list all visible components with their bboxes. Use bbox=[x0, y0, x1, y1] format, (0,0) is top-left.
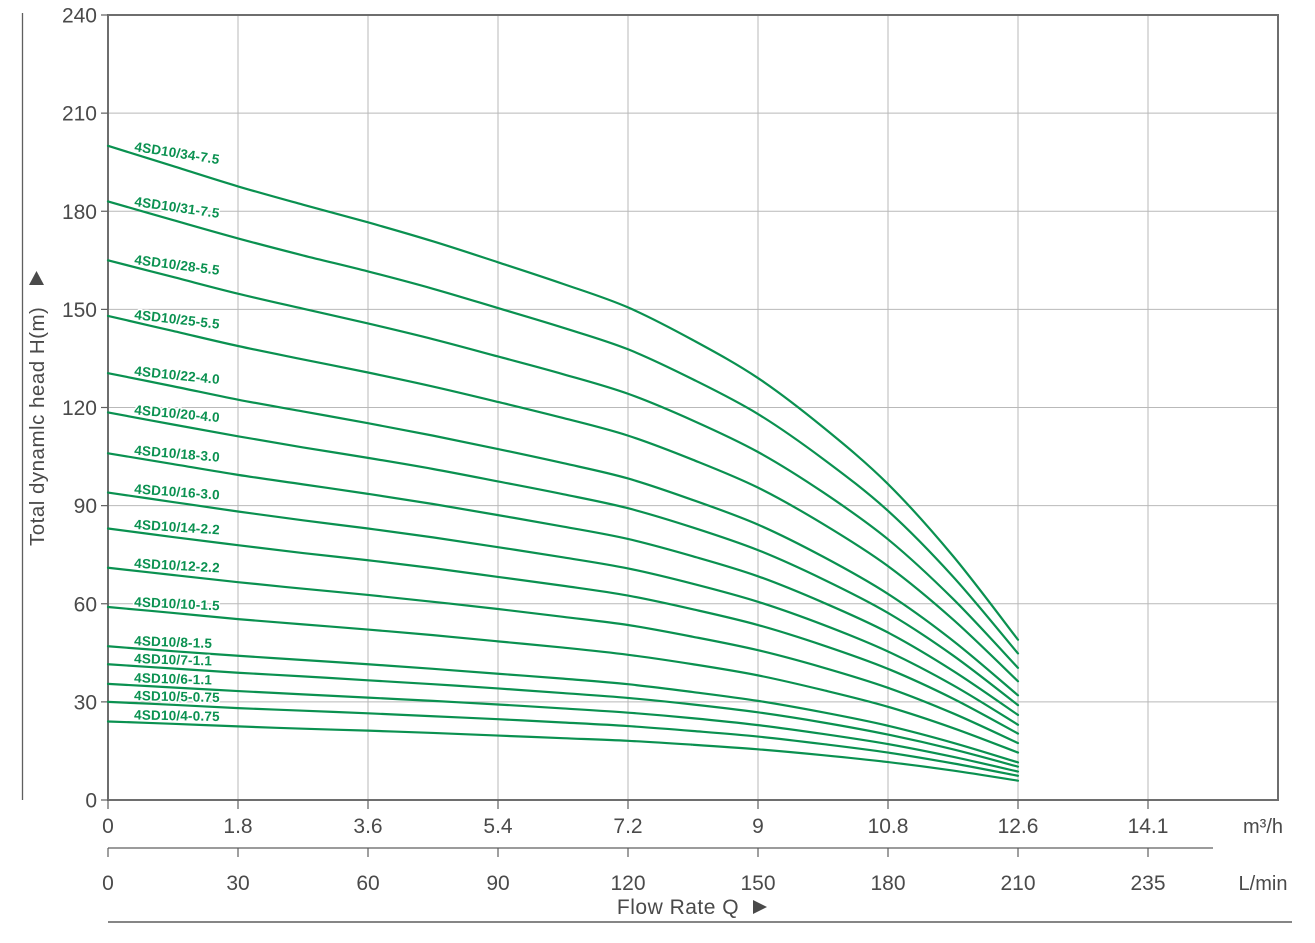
x-axis-unit-lmin: L/min bbox=[1239, 873, 1288, 895]
pump-curve-label-4SD10/10-1.5: 4SD10/10-1.5 bbox=[134, 594, 221, 613]
y-tick-label: 30 bbox=[74, 691, 97, 714]
pump-curve-label-4SD10/28-5.5: 4SD10/28-5.5 bbox=[134, 252, 221, 278]
pump-curve-label-4SD10/12-2.2: 4SD10/12-2.2 bbox=[134, 556, 220, 576]
x-tick-label-lmin: 90 bbox=[486, 872, 509, 895]
pump-curve-label-4SD10/7-1.1: 4SD10/7-1.1 bbox=[134, 651, 213, 669]
y-tick-label: 150 bbox=[62, 299, 97, 322]
pump-curve-4SD10/4-0.75 bbox=[106, 720, 1020, 782]
pump-curve-4SD10/10-1.5 bbox=[106, 605, 1020, 754]
pump-curve-label-4SD10/16-3.0: 4SD10/16-3.0 bbox=[134, 481, 221, 502]
pump-curve-label-4SD10/18-3.0: 4SD10/18-3.0 bbox=[134, 443, 221, 465]
pump-curve-4SD10/20-4.0 bbox=[106, 411, 1020, 707]
x-tick-label-m3h: 14.1 bbox=[1128, 815, 1169, 838]
x-tick-label-m3h: 1.8 bbox=[223, 815, 252, 838]
pump-curve-4SD10/31-7.5 bbox=[106, 200, 1020, 655]
pump-curve-4SD10/12-2.2 bbox=[106, 566, 1020, 745]
x-tick-label-m3h: 9 bbox=[752, 815, 764, 838]
x-tick-label-lmin: 120 bbox=[610, 872, 645, 895]
x-tick-label-lmin: 30 bbox=[226, 872, 249, 895]
pump-curve-label-4SD10/25-5.5: 4SD10/25-5.5 bbox=[134, 307, 221, 332]
y-axis-up-arrow-icon bbox=[29, 271, 44, 285]
y-tick-label: 90 bbox=[74, 495, 97, 518]
pump-curve-label-4SD10/6-1.1: 4SD10/6-1.1 bbox=[134, 670, 213, 687]
pump-curve-4SD10/34-7.5 bbox=[106, 144, 1020, 641]
x-tick-label-m3h: 7.2 bbox=[613, 815, 642, 838]
pump-curve-4SD10/25-5.5 bbox=[106, 314, 1020, 683]
grid-lines bbox=[108, 15, 1278, 800]
pump-curve-4SD10/8-1.5 bbox=[106, 645, 1020, 764]
x-tick-label-lmin: 210 bbox=[1000, 872, 1035, 895]
pump-curve-4SD10/6-1.1 bbox=[106, 682, 1020, 773]
pump-curve-4SD10/16-3.0 bbox=[106, 491, 1020, 726]
y-tick-label: 180 bbox=[62, 201, 97, 224]
x-axis-lmin: 0 30 60 90 120 150 180 210 235 L/min bbox=[102, 847, 1288, 895]
pump-curve-4SD10/22-4.0 bbox=[106, 372, 1020, 697]
pump-curve-4SD10/7-1.1 bbox=[106, 663, 1020, 768]
x-tick-label-m3h: 0 bbox=[102, 815, 114, 838]
pump-curve-label-4SD10/4-0.75: 4SD10/4-0.75 bbox=[134, 707, 220, 724]
y-tick-label: 210 bbox=[62, 103, 97, 126]
y-tick-label: 240 bbox=[62, 5, 97, 28]
y-tick-label: 60 bbox=[74, 593, 97, 616]
x-tick-label-lmin: 0 bbox=[102, 872, 114, 895]
x-tick-label-lmin: 150 bbox=[740, 872, 775, 895]
y-tick-label: 0 bbox=[85, 790, 97, 813]
pump-curve-label-4SD10/8-1.5: 4SD10/8-1.5 bbox=[134, 633, 213, 651]
flow-rate-arrow-icon bbox=[753, 900, 767, 914]
pump-curves bbox=[106, 144, 1020, 782]
flow-rate-label: Flow Rate Q bbox=[617, 896, 739, 919]
pump-curve-4SD10/28-5.5 bbox=[106, 259, 1020, 669]
x-tick-label-lmin: 60 bbox=[356, 872, 379, 895]
pump-curve-label-4SD10/34-7.5: 4SD10/34-7.5 bbox=[134, 139, 221, 167]
x-tick-label-m3h: 12.6 bbox=[998, 815, 1039, 838]
x-tick-label-lmin: 180 bbox=[870, 872, 905, 895]
pump-curve-label-4SD10/14-2.2: 4SD10/14-2.2 bbox=[134, 517, 221, 537]
pump-curve-label-4SD10/22-4.0: 4SD10/22-4.0 bbox=[134, 363, 221, 387]
pump-curve-label-4SD10/5-0.75: 4SD10/5-0.75 bbox=[134, 688, 220, 705]
x-tick-label-m3h: 5.4 bbox=[483, 815, 513, 838]
x-axis-m3h: 0 1.8 3.6 5.4 7.2 9 10.8 12.6 14.1 m³/h bbox=[102, 800, 1283, 838]
x-tick-label-m3h: 3.6 bbox=[353, 815, 382, 838]
pump-curve-4SD10/5-0.75 bbox=[106, 700, 1020, 777]
y-axis: 0 30 60 90 120 150 180 210 240 bbox=[62, 5, 108, 813]
pump-curve-4SD10/18-3.0 bbox=[106, 452, 1020, 717]
y-axis-title: Total dynamlc head H(m) bbox=[26, 307, 49, 546]
y-tick-label: 120 bbox=[62, 397, 97, 420]
x-tick-label-m3h: 10.8 bbox=[868, 815, 909, 838]
pump-curve-label-4SD10/31-7.5: 4SD10/31-7.5 bbox=[134, 194, 221, 221]
x-tick-label-lmin: 235 bbox=[1130, 872, 1165, 895]
pump-curve-4SD10/14-2.2 bbox=[106, 527, 1020, 735]
x-axis-unit-m3h: m³/h bbox=[1243, 816, 1283, 838]
pump-curve-label-4SD10/20-4.0: 4SD10/20-4.0 bbox=[134, 402, 221, 425]
